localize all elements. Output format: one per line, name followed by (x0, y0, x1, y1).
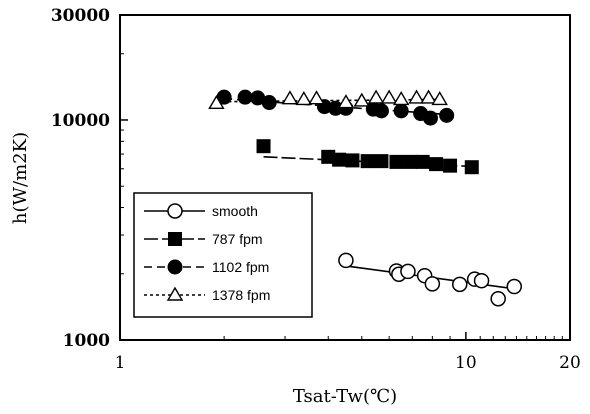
data-point-1378-fpm (431, 91, 448, 106)
data-point-787-fpm (443, 158, 458, 173)
y-tick-label: 10000 (51, 111, 110, 131)
data-point-1102-fpm (237, 89, 253, 105)
data-point-1102-fpm (439, 107, 455, 123)
x-tick-label: 1 (115, 353, 126, 373)
data-point-1378-fpm (337, 94, 355, 109)
legend-marker (168, 232, 182, 246)
data-point-1102-fpm (422, 110, 438, 126)
data-point-787-fpm (321, 149, 336, 164)
data-point-1378-fpm (380, 89, 398, 104)
axis-ticks: 1000 10000 30000 1 10 20 (51, 6, 581, 373)
data-point-787-fpm (345, 153, 360, 168)
x-axis-label: Tsat-Tw(℃) (293, 386, 397, 407)
data-point-smooth (338, 252, 354, 269)
data-point-smooth (490, 290, 506, 307)
data-point-1102-fpm (373, 103, 389, 119)
data-point-787-fpm (415, 154, 430, 169)
data-point-787-fpm (374, 154, 389, 169)
data-point-1378-fpm (281, 90, 299, 105)
legend-label: smooth (212, 203, 258, 219)
legend-label: 787 fpm (212, 231, 263, 247)
data-point-1378-fpm (353, 92, 370, 107)
data-point-smooth (400, 263, 416, 280)
y-axis-label: h(W/m2K) (10, 132, 31, 224)
data-point-smooth (473, 272, 490, 289)
data-point-1102-fpm (393, 103, 409, 119)
data-point-787-fpm (332, 152, 347, 167)
data-point-1378-fpm (367, 89, 385, 104)
y-tick-label: 30000 (51, 6, 110, 26)
x-tick-label: 20 (559, 353, 581, 373)
data-point-787-fpm (389, 154, 404, 169)
data-point-1378-fpm (308, 90, 325, 105)
data-point-1378-fpm (208, 94, 225, 110)
legend-marker (167, 259, 183, 275)
legend-box (133, 192, 313, 318)
data-point-787-fpm (360, 154, 375, 169)
data-point-smooth (506, 278, 523, 295)
data-point-smooth (451, 276, 468, 293)
data-points (208, 89, 523, 307)
plot-frame (119, 14, 571, 341)
y-tick-label: 1000 (63, 331, 110, 351)
x-tick-label: 10 (455, 353, 477, 373)
data-point-787-fpm (403, 154, 418, 169)
data-point-787-fpm (464, 160, 479, 175)
legend-label: 1378 fpm (212, 287, 270, 303)
data-point-1102-fpm (261, 95, 277, 111)
legend-marker (167, 203, 183, 219)
data-point-1378-fpm (392, 91, 410, 106)
data-point-1378-fpm (408, 89, 425, 104)
data-point-787-fpm (429, 157, 444, 172)
legend-items: smooth 787 fpm 1102 fpm 1378 fpm (144, 203, 270, 303)
legend: smooth 787 fpm 1102 fpm 1378 fpm (133, 192, 313, 318)
legend-label: 1102 fpm (212, 259, 269, 275)
legend-marker (166, 286, 184, 301)
data-point-787-fpm (256, 139, 271, 154)
data-point-1378-fpm (420, 89, 437, 104)
data-point-smooth (424, 276, 441, 292)
data-point-1378-fpm (295, 91, 313, 106)
